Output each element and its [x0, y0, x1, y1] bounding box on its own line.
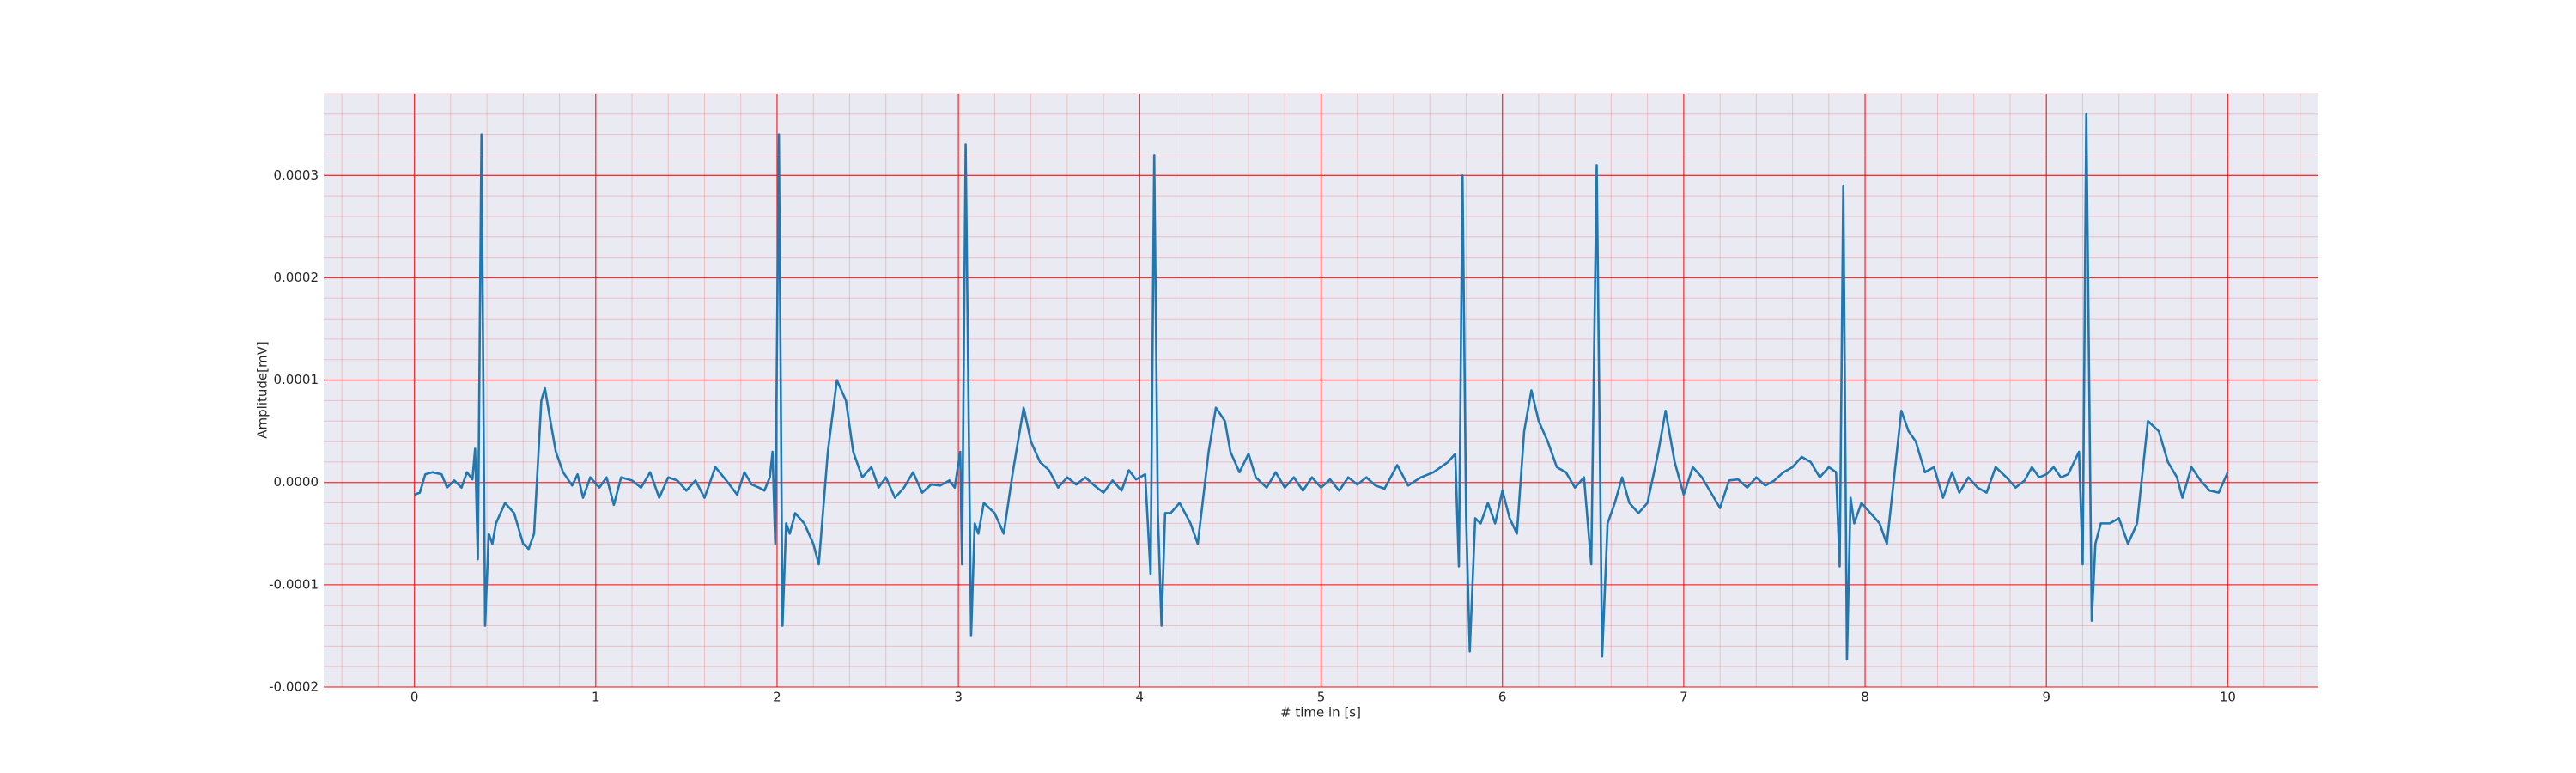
y-tick-label: -0.0001: [269, 576, 319, 592]
x-tick-label: 5: [1317, 690, 1326, 705]
y-tick-label: 0.0002: [274, 270, 319, 285]
x-tick-label: 10: [2220, 690, 2236, 705]
y-tick-label: 0.0001: [274, 372, 319, 387]
y-tick-label: -0.0002: [269, 679, 319, 695]
signal-line: [414, 113, 2229, 661]
x-tick-label: 2: [773, 690, 781, 705]
x-tick-label: 6: [1498, 690, 1507, 705]
x-tick-label: 0: [410, 690, 419, 705]
labels: 0 1 2 3 4 5 6 7 8 9 10 -0.0002 -0.0001 0.0000 0.0001 0.…: [269, 167, 2236, 705]
x-tick-label: 9: [2042, 690, 2050, 705]
y-tick-label: 0.0000: [274, 474, 319, 490]
x-tick-label: 4: [1136, 690, 1145, 705]
grid: [324, 93, 2318, 688]
marks: [414, 113, 2229, 661]
x-tick-label: 3: [954, 690, 963, 705]
x-tick-label: 8: [1861, 690, 1869, 705]
y-tick-label: 0.0003: [274, 167, 319, 183]
x-tick-label: 1: [592, 690, 600, 705]
x-axis-label: # time in [s]: [1280, 705, 1361, 721]
x-tick-label: 7: [1680, 690, 1688, 705]
y-axis-label: Amplitude[mV]: [255, 341, 270, 438]
